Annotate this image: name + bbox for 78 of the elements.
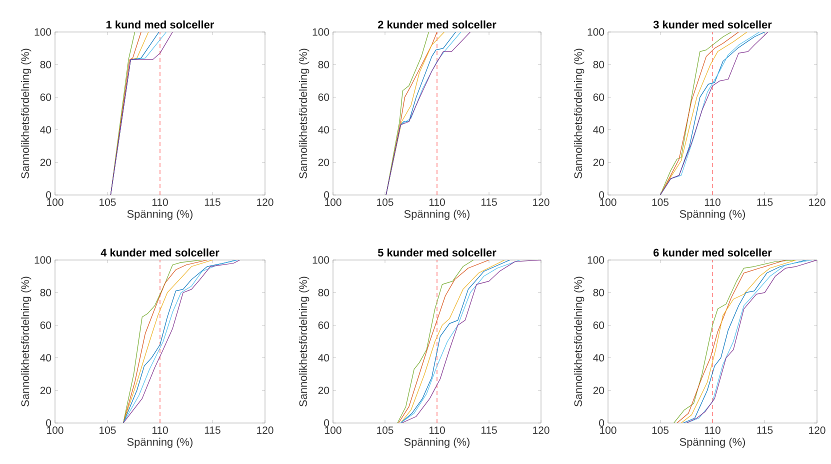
y-tick-label: 0 (324, 191, 330, 199)
y-tick-label: 100 (588, 28, 604, 36)
y-tick-label: 20 (593, 386, 604, 394)
x-tick-label: 115 (481, 198, 497, 206)
y-tick-label: 40 (318, 354, 330, 362)
y-tick-label: 60 (318, 94, 330, 101)
y-tick-label: 100 (588, 256, 604, 264)
x-tick-label: 120 (533, 198, 550, 206)
y-tick-label: 0 (46, 191, 52, 199)
chart-title: 3 kunder med solceller (653, 20, 772, 28)
x-tick-label: 110 (429, 426, 445, 434)
y-axis-title: Sannolikhetsfördelning (%) (574, 48, 584, 178)
x-tick-label: 120 (533, 426, 550, 434)
y-tick-label: 60 (40, 94, 52, 101)
y-tick-label: 100 (312, 28, 330, 36)
chart-title: 5 kunder med solceller (378, 248, 496, 257)
x-tick-label: 105 (652, 426, 669, 434)
y-tick-label: 80 (40, 60, 52, 68)
x-tick-label: 105 (652, 198, 669, 206)
x-tick-label: 110 (704, 426, 720, 434)
x-tick-label: 120 (809, 426, 826, 434)
y-tick-label: 20 (318, 386, 330, 394)
x-axis-title: Spänning (%) (127, 210, 192, 220)
y-tick-label: 60 (593, 322, 604, 329)
y-tick-label: 100 (34, 28, 52, 36)
y-tick-label: 80 (318, 288, 330, 296)
x-tick-label: 115 (757, 426, 773, 434)
y-tick-label: 100 (34, 256, 52, 264)
x-tick-label: 120 (257, 426, 274, 434)
y-tick-label: 20 (318, 158, 330, 166)
y-tick-label: 0 (599, 191, 604, 199)
y-axis-title: Sannolikhetsfördelning (%) (298, 48, 310, 178)
chart-title: 1 kund med solceller (106, 20, 214, 28)
y-tick-label: 80 (593, 288, 604, 296)
x-tick-label: 120 (257, 198, 274, 206)
x-tick-label: 110 (152, 426, 168, 434)
x-tick-label: 115 (204, 426, 220, 434)
x-axis-title: Spänning (%) (404, 438, 470, 448)
x-tick-label: 110 (429, 198, 445, 206)
chart-title: 6 kunder med solceller (654, 248, 772, 257)
y-tick-label: 20 (593, 158, 604, 166)
y-axis-title: Sannolikhetsfördelning (%) (20, 48, 32, 178)
y-tick-label: 40 (593, 354, 604, 362)
y-tick-label: 20 (40, 158, 52, 166)
y-tick-label: 60 (593, 94, 604, 101)
y-tick-label: 80 (593, 60, 604, 68)
y-tick-label: 80 (318, 60, 330, 68)
x-tick-label: 110 (704, 198, 720, 206)
x-tick-label: 105 (100, 198, 116, 206)
x-axis-title: Spänning (%) (680, 210, 746, 220)
y-axis-title: Sannolikhetsfördelning (%) (20, 276, 32, 406)
y-tick-label: 0 (46, 419, 52, 427)
x-axis-title: Spänning (%) (127, 438, 192, 448)
y-tick-label: 40 (40, 354, 52, 362)
y-tick-label: 20 (40, 386, 52, 394)
y-tick-label: 40 (593, 126, 604, 134)
x-tick-label: 115 (757, 198, 773, 206)
y-tick-label: 100 (312, 256, 330, 264)
x-axis-title: Spänning (%) (404, 210, 470, 220)
x-axis-title: Spänning (%) (680, 438, 746, 448)
x-tick-label: 115 (204, 198, 220, 206)
y-tick-label: 0 (599, 419, 604, 427)
y-tick-label: 80 (40, 288, 52, 296)
x-tick-label: 120 (809, 198, 826, 206)
x-tick-label: 110 (152, 198, 168, 206)
y-tick-label: 0 (324, 419, 330, 427)
x-tick-label: 105 (100, 426, 116, 434)
y-axis-title: Sannolikhetsfördelning (%) (574, 276, 584, 406)
chart-title: 4 kunder med solceller (100, 248, 220, 257)
y-tick-label: 60 (318, 322, 330, 329)
y-tick-label: 60 (40, 322, 52, 329)
x-tick-label: 105 (377, 426, 394, 434)
y-axis-title: Sannolikhetsfördelning (%) (298, 276, 310, 406)
x-tick-label: 115 (481, 426, 497, 434)
y-tick-label: 40 (318, 126, 330, 134)
chart-title: 2 kunder med solceller (378, 20, 496, 28)
x-tick-label: 105 (377, 198, 394, 206)
y-tick-label: 40 (40, 126, 52, 134)
